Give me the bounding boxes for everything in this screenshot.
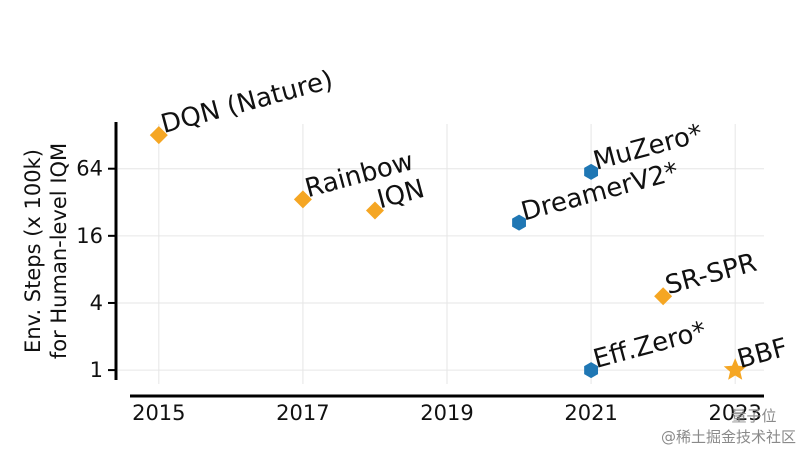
watermark-line1: 量子位 xyxy=(731,407,776,425)
point-sr-spr xyxy=(654,287,673,306)
label-bbf: BBF xyxy=(734,333,791,375)
x-ticks: 2015 2017 2019 2021 2023 xyxy=(132,401,762,425)
point-rainbow xyxy=(293,190,312,209)
y-tick-label-16: 16 xyxy=(76,224,103,248)
label-sr-spr: SR-SPR xyxy=(662,248,760,301)
x-tick-label-2015: 2015 xyxy=(132,401,185,425)
y-tick-label-1: 1 xyxy=(90,358,103,382)
x-tick-label-2017: 2017 xyxy=(276,401,329,425)
y-tick-label-64: 64 xyxy=(76,157,103,181)
point-dreamerv2 xyxy=(512,214,526,231)
x-tick-label-2021: 2021 xyxy=(564,401,617,425)
point-bbf xyxy=(723,358,747,380)
y-ticks: 1 4 16 64 xyxy=(76,157,116,382)
y-axis-label-line2: for Human-level IQM xyxy=(47,143,71,359)
point-muzero xyxy=(584,163,599,180)
watermark-line2: @稀土掘金技术社区 xyxy=(661,428,796,446)
point-dqn-nature xyxy=(149,126,168,145)
y-axis-label-line1: Env. Steps (x 100k) xyxy=(21,149,45,353)
y-tick-label-4: 4 xyxy=(90,291,103,315)
label-dqn-nature: DQN (Nature) xyxy=(158,65,336,140)
x-tick-label-2019: 2019 xyxy=(420,401,473,425)
grid xyxy=(118,124,764,384)
label-eff-zero: Eff.Zero* xyxy=(590,316,709,375)
point-iqn xyxy=(365,201,384,220)
data-points xyxy=(149,126,747,380)
x-tick-label-2023: 2023 xyxy=(708,401,761,425)
point-eff-zero xyxy=(584,362,599,379)
point-labels: DQN (Nature)RainbowIQNMuZero*DreamerV2*S… xyxy=(158,65,791,375)
